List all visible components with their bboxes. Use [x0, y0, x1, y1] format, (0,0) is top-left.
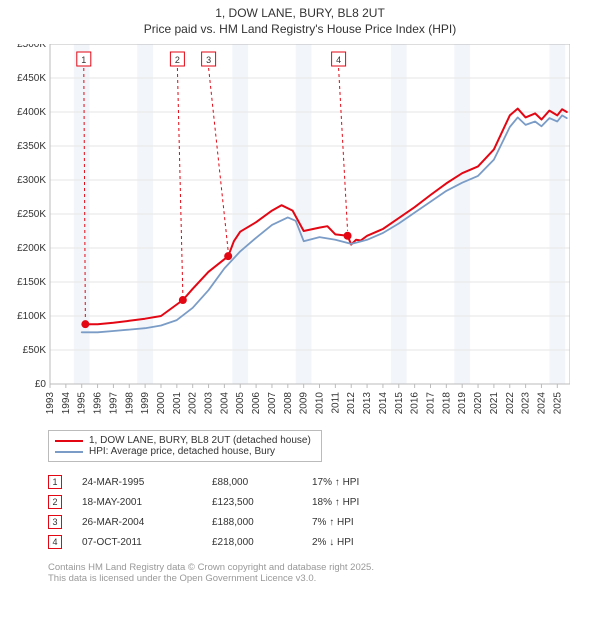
x-tick-label: 1996: [93, 392, 104, 415]
y-tick-label: £0: [35, 379, 47, 390]
x-tick-label: 2003: [204, 392, 215, 415]
x-tick-label: 2021: [489, 392, 500, 415]
y-tick-label: £500K: [17, 44, 46, 50]
chart-area: £0 £50K £100K £150K £200K £250K £300K £350K £400…: [10, 44, 570, 424]
marker-table-badge: 1: [48, 475, 62, 489]
marker-dot: [179, 296, 187, 304]
marker-delta: 18% ↑ HPI: [312, 497, 392, 508]
footer-line-1: Contains HM Land Registry data © Crown c…: [48, 562, 600, 573]
marker-date: 24-MAR-1995: [82, 477, 212, 488]
x-tick-label: 2023: [521, 392, 532, 415]
marker-dot: [81, 320, 89, 328]
x-tick-label: 2012: [346, 392, 357, 415]
x-tick-label: 2019: [457, 392, 468, 415]
marker-table-row: 4 07-OCT-2011£218,0002% ↓ HPI: [48, 532, 600, 552]
x-tick-label: 2013: [362, 392, 373, 415]
y-tick-label: £100K: [17, 311, 46, 322]
x-tick-label: 2025: [552, 392, 563, 415]
legend-label: 1, DOW LANE, BURY, BL8 2UT (detached hou…: [89, 435, 311, 446]
x-tick-label: 2020: [473, 392, 484, 415]
y-tick-label: £350K: [17, 141, 46, 152]
x-tick-label: 1994: [61, 392, 72, 415]
y-tick-label: £150K: [17, 277, 46, 288]
x-tick-label: 2024: [536, 392, 547, 415]
marker-badge-num: 2: [175, 55, 180, 65]
y-tick-label: £50K: [23, 345, 47, 356]
x-tick-label: 2007: [267, 392, 278, 415]
marker-connector: [339, 68, 348, 231]
legend-swatch: [55, 440, 83, 442]
x-tick-label: 2011: [330, 392, 341, 414]
page-title: 1, DOW LANE, BURY, BL8 2UT: [0, 6, 600, 20]
x-tick-label: 2002: [188, 392, 199, 415]
chart-svg: £0 £50K £100K £150K £200K £250K £300K £350K £400…: [10, 44, 570, 424]
footer: Contains HM Land Registry data © Crown c…: [48, 562, 600, 584]
marker-price: £188,000: [212, 517, 312, 528]
marker-delta: 17% ↑ HPI: [312, 477, 392, 488]
marker-table-badge: 4: [48, 535, 62, 549]
marker-price: £123,500: [212, 497, 312, 508]
x-tick-label: 1999: [140, 392, 151, 415]
marker-badge-num: 4: [336, 55, 341, 65]
x-tick-label: 2000: [156, 392, 167, 415]
x-tick-label: 1995: [77, 392, 88, 415]
marker-delta: 2% ↓ HPI: [312, 537, 392, 548]
x-tick-label: 2016: [410, 392, 421, 415]
marker-table: 1 24-MAR-1995£88,00017% ↑ HPI 2 18-MAY-2001…: [48, 472, 600, 552]
y-tick-label: £400K: [17, 107, 46, 118]
marker-date: 07-OCT-2011: [82, 537, 212, 548]
x-tick-label: 2004: [219, 392, 230, 415]
x-tick-label: 1998: [124, 392, 135, 415]
marker-delta: 7% ↑ HPI: [312, 517, 392, 528]
x-tick-label: 2009: [299, 392, 310, 415]
legend-swatch: [55, 451, 83, 453]
legend-row: HPI: Average price, detached house, Bury: [55, 446, 311, 457]
marker-connector: [177, 68, 182, 295]
x-tick-label: 2014: [378, 392, 389, 415]
marker-dot: [224, 252, 232, 260]
x-tick-label: 1997: [108, 392, 119, 415]
y-tick-label: £200K: [17, 243, 46, 254]
x-tick-label: 2006: [251, 392, 262, 415]
y-tick-label: £300K: [17, 175, 46, 186]
marker-price: £88,000: [212, 477, 312, 488]
x-tick-label: 2022: [505, 392, 516, 415]
x-tick-label: 2001: [172, 392, 183, 415]
x-tick-label: 2017: [425, 392, 436, 415]
x-tick-label: 1993: [45, 392, 56, 415]
marker-date: 18-MAY-2001: [82, 497, 212, 508]
series-paid: [85, 109, 566, 325]
marker-table-row: 1 24-MAR-1995£88,00017% ↑ HPI: [48, 472, 600, 492]
marker-connector: [209, 68, 229, 251]
marker-badge-num: 1: [81, 55, 86, 65]
x-tick-label: 2008: [283, 392, 294, 415]
y-tick-label: £450K: [17, 73, 46, 84]
marker-badge-num: 3: [206, 55, 211, 65]
marker-table-badge: 3: [48, 515, 62, 529]
marker-dot: [344, 232, 352, 240]
page-subtitle: Price paid vs. HM Land Registry's House …: [0, 22, 600, 36]
marker-table-badge: 2: [48, 495, 62, 509]
footer-line-2: This data is licensed under the Open Gov…: [48, 573, 600, 584]
x-tick-label: 2005: [235, 392, 246, 415]
marker-table-row: 2 18-MAY-2001£123,50018% ↑ HPI: [48, 492, 600, 512]
legend-row: 1, DOW LANE, BURY, BL8 2UT (detached hou…: [55, 435, 311, 446]
x-tick-label: 2018: [441, 392, 452, 415]
marker-table-row: 3 26-MAR-2004£188,0007% ↑ HPI: [48, 512, 600, 532]
y-tick-label: £250K: [17, 209, 46, 220]
x-tick-label: 2015: [394, 392, 405, 415]
legend: 1, DOW LANE, BURY, BL8 2UT (detached hou…: [48, 430, 322, 462]
x-tick-label: 2010: [315, 392, 326, 415]
marker-price: £218,000: [212, 537, 312, 548]
legend-label: HPI: Average price, detached house, Bury: [89, 446, 275, 457]
marker-date: 26-MAR-2004: [82, 517, 212, 528]
